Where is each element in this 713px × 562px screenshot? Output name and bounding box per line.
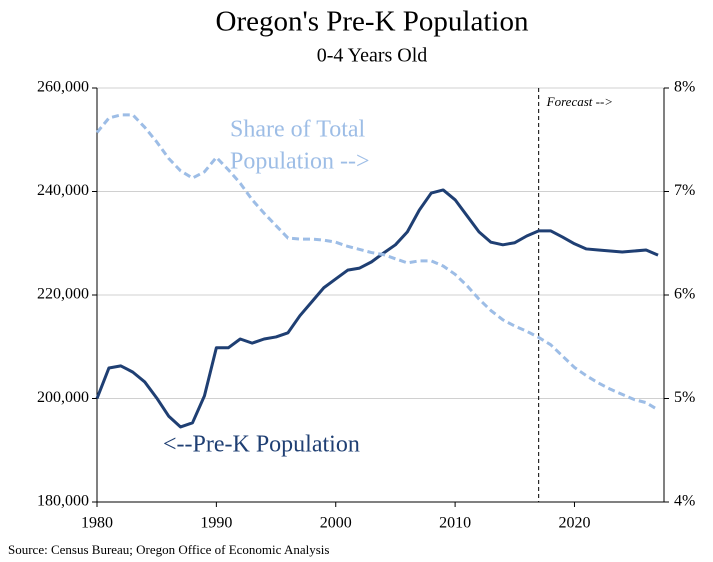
forecast-label: Forecast --> xyxy=(546,94,613,109)
series-label: <--Pre-K Population xyxy=(163,432,360,458)
chart-subtitle: 0-4 Years Old xyxy=(317,45,428,67)
x-tick-label: 1990 xyxy=(200,515,232,532)
series-label: Population --> xyxy=(230,149,370,175)
x-tick-label: 2010 xyxy=(439,515,471,532)
y-tick-label: 200,000 xyxy=(37,389,89,406)
series-line xyxy=(95,113,659,412)
series-line xyxy=(95,188,659,429)
y2-tick-label: 8% xyxy=(674,79,695,96)
y-tick-label: 240,000 xyxy=(37,182,89,199)
y2-tick-label: 7% xyxy=(674,182,695,199)
chart-title: Oregon's Pre-K Population xyxy=(216,6,529,38)
x-tick-label: 1980 xyxy=(81,515,113,532)
series-label: Share of Total xyxy=(230,117,366,143)
source-note: Source: Census Bureau; Oregon Office of … xyxy=(8,542,329,557)
y-tick-label: 220,000 xyxy=(37,286,89,303)
y-tick-label: 180,000 xyxy=(37,493,89,510)
y2-tick-label: 5% xyxy=(674,389,695,406)
y-tick-label: 260,000 xyxy=(37,79,89,96)
y2-tick-label: 4% xyxy=(674,493,695,510)
y2-tick-label: 6% xyxy=(674,286,695,303)
x-tick-label: 2000 xyxy=(320,515,352,532)
x-tick-label: 2020 xyxy=(558,515,590,532)
